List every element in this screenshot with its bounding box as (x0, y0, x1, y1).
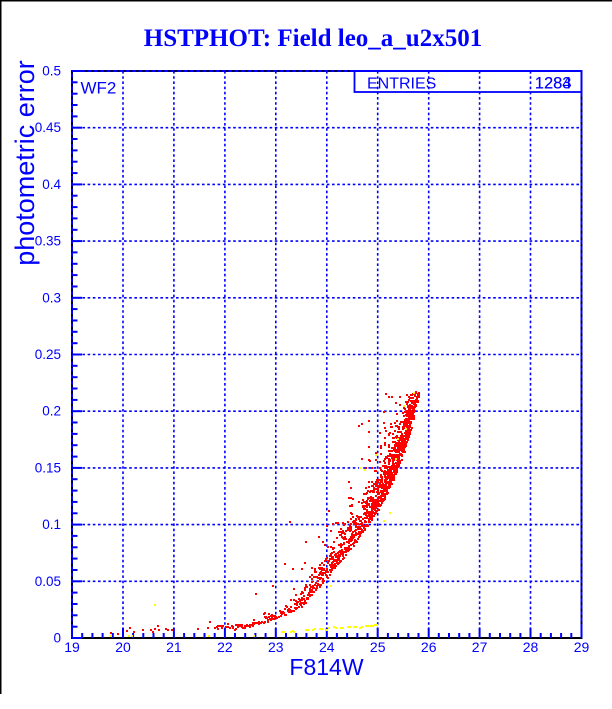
svg-text:1284: 1284 (535, 75, 572, 93)
svg-text:0: 0 (53, 631, 61, 646)
svg-text:0.15: 0.15 (35, 460, 61, 475)
svg-text:25: 25 (370, 639, 386, 655)
svg-text:27: 27 (472, 639, 488, 655)
svg-text:0.05: 0.05 (35, 574, 61, 589)
svg-text:0.2: 0.2 (42, 404, 61, 419)
svg-text:0.25: 0.25 (35, 347, 61, 362)
svg-text:HSTPHOT: Field leo_a_u2x501: HSTPHOT: Field leo_a_u2x501 (144, 25, 482, 52)
svg-text:24: 24 (319, 639, 335, 655)
svg-text:28: 28 (523, 639, 539, 655)
svg-text:F814W: F814W (289, 654, 363, 680)
svg-text:0.1: 0.1 (42, 517, 61, 532)
svg-text:0.4: 0.4 (42, 177, 61, 192)
svg-text:23: 23 (268, 639, 284, 655)
svg-text:1283: 1283 (535, 75, 572, 93)
svg-text:photometric error: photometric error (10, 60, 40, 266)
svg-text:ENTRIES: ENTRIES (367, 76, 436, 93)
svg-text:26: 26 (421, 639, 437, 655)
svg-text:0.5: 0.5 (42, 64, 61, 79)
svg-text:0.45: 0.45 (35, 120, 61, 135)
svg-text:0.35: 0.35 (35, 234, 61, 249)
svg-text:29: 29 (574, 639, 590, 655)
svg-text:WF2: WF2 (81, 79, 117, 98)
svg-text:19: 19 (64, 639, 80, 655)
svg-text:0.3: 0.3 (42, 290, 61, 305)
svg-text:20: 20 (115, 639, 131, 655)
svg-text:22: 22 (217, 639, 233, 655)
svg-text:21: 21 (166, 639, 182, 655)
